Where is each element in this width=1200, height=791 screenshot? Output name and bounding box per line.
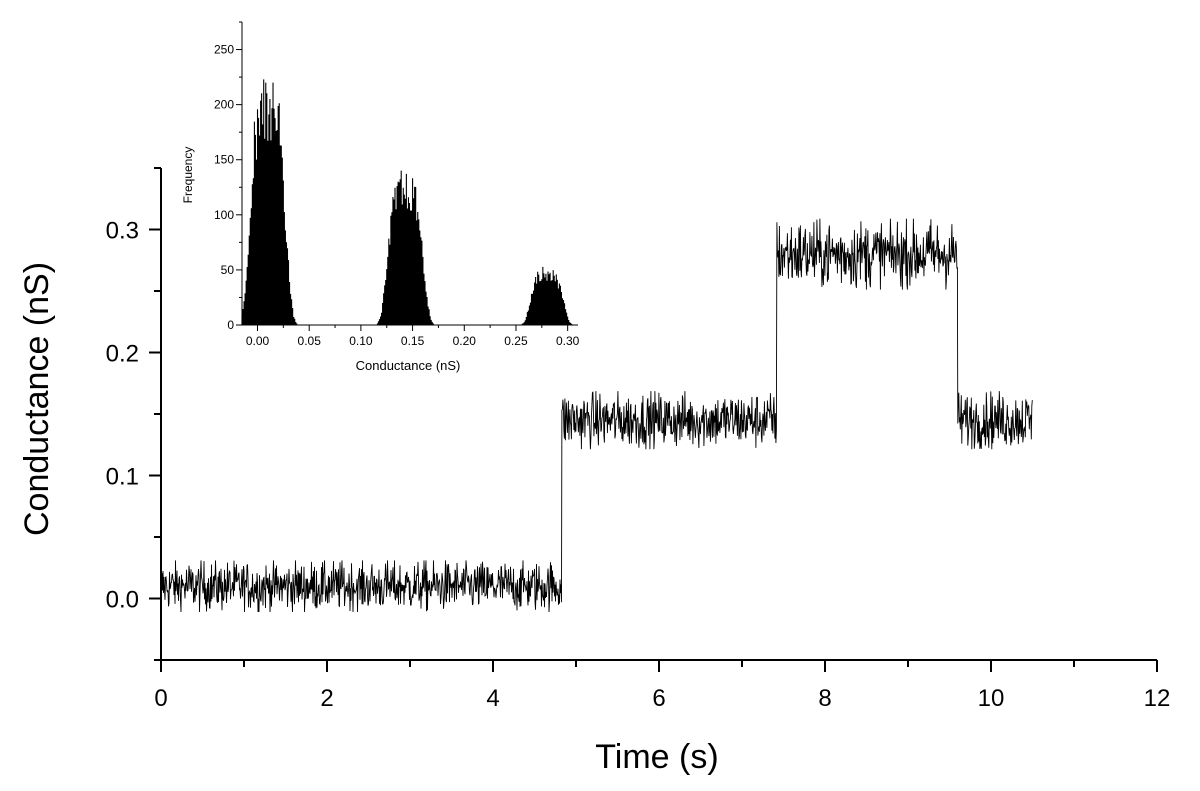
inset-y-tick-label: 50 [221,263,235,277]
inset-y-tick-label: 250 [214,43,234,57]
inset-x-tick-label: 0.20 [453,334,477,348]
inset-y-tick-label: 200 [214,98,234,112]
inset-x-tick-label: 0.05 [298,334,322,348]
inset-y-tick-label: 150 [214,153,234,167]
inset-y-tick-label: 100 [214,208,234,222]
y-tick-label: 0.0 [106,587,139,614]
x-tick-label: 8 [818,685,831,712]
y-tick-label: 0.3 [106,218,139,245]
y-tick-label: 0.2 [106,341,139,368]
inset-x-tick-label: 0.00 [246,334,270,348]
inset-x-tick-label: 0.30 [556,334,580,348]
x-tick-label: 10 [978,685,1005,712]
inset-x-tick-label: 0.25 [504,334,528,348]
inset-x-axis-label: Conductance (nS) [356,358,461,373]
inset-y-tick-label: 0 [227,318,234,332]
histogram-bars [241,79,573,325]
x-tick-label: 4 [486,685,499,712]
y-axis-label: Conductance (nS) [18,262,56,536]
inset-x-tick-label: 0.15 [401,334,425,348]
x-tick-label: 0 [154,685,167,712]
y-tick-label: 0.1 [106,464,139,491]
x-tick-label: 2 [320,685,333,712]
x-tick-label: 6 [652,685,665,712]
x-axis-label: Time (s) [595,738,718,776]
x-tick-label: 12 [1144,685,1171,712]
inset-y-axis-label: Frequency [181,147,195,204]
conductance-trace [160,218,1033,613]
inset-x-tick-label: 0.10 [349,334,373,348]
